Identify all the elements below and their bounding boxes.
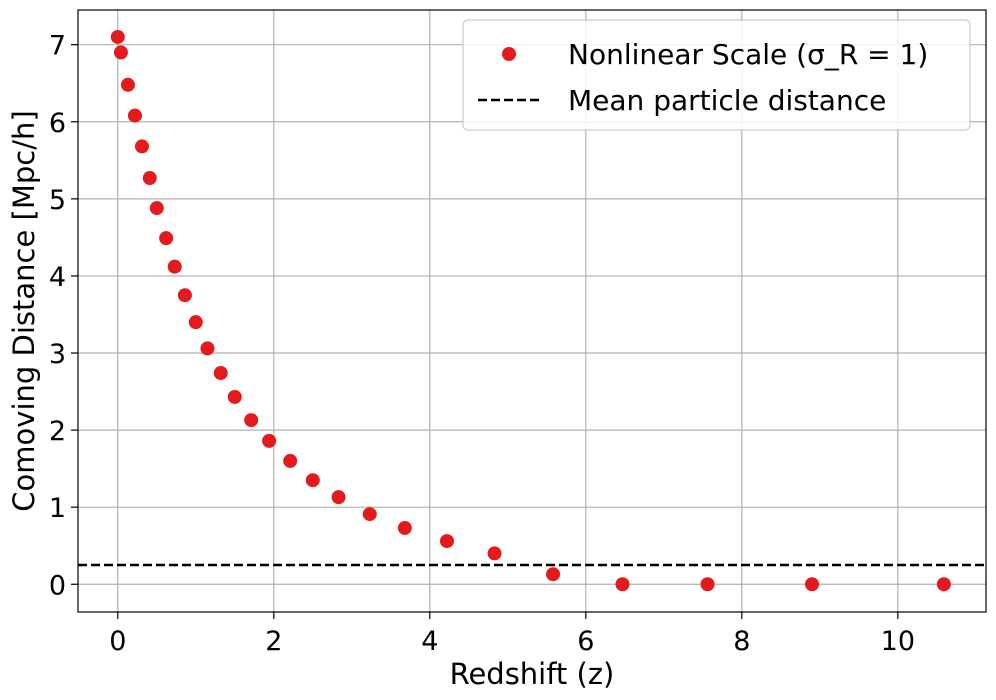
plot-frame [77, 9, 987, 613]
data-point [936, 577, 951, 592]
x-tick-label: 0 [109, 626, 126, 657]
x-tick-label: 8 [733, 626, 750, 657]
data-point [244, 413, 259, 428]
data-point [331, 490, 346, 505]
data-point [188, 315, 203, 330]
y-tick-label: 0 [49, 570, 66, 601]
x-axis-label: Redshift (z) [450, 657, 615, 691]
data-point [177, 288, 192, 303]
legend-box [462, 19, 971, 131]
x-tick-label: 2 [265, 626, 282, 657]
legend-label-nonlinear-scale: Nonlinear Scale (σ_R = 1) [568, 38, 928, 71]
data-point [262, 433, 277, 448]
data-point [700, 577, 715, 592]
data-point [397, 520, 412, 535]
data-point [805, 577, 820, 592]
data-point [305, 473, 320, 488]
data-point [110, 29, 125, 44]
y-axis-label: Comoving Distance [Mpc/h] [7, 110, 41, 511]
data-point [546, 567, 561, 582]
data-point [200, 341, 215, 356]
legend-marker [502, 47, 516, 61]
data-point [213, 366, 228, 381]
y-tick-label: 1 [49, 493, 66, 524]
data-point [487, 546, 502, 561]
y-tick-label: 3 [49, 339, 66, 370]
y-tick-label: 6 [49, 108, 66, 139]
data-point [120, 77, 135, 92]
data-point [113, 45, 128, 60]
y-tick-label: 2 [49, 416, 66, 447]
y-tick-label: 5 [49, 185, 66, 216]
y-tick-label: 4 [49, 262, 66, 293]
data-point [127, 108, 142, 123]
data-point [159, 231, 174, 246]
data-point [362, 507, 377, 522]
data-point [167, 259, 182, 274]
x-tick-label: 6 [577, 626, 594, 657]
data-point [134, 139, 149, 154]
data-point [283, 453, 298, 468]
data-point [149, 201, 164, 216]
y-tick-label: 7 [49, 31, 66, 62]
x-tick-label: 4 [421, 626, 438, 657]
legend-label-mean-particle-distance: Mean particle distance [568, 84, 886, 117]
data-point [142, 171, 157, 186]
data-point [439, 534, 454, 549]
x-tick-label: 10 [881, 626, 915, 657]
data-point [615, 577, 630, 592]
data-point [227, 389, 242, 404]
